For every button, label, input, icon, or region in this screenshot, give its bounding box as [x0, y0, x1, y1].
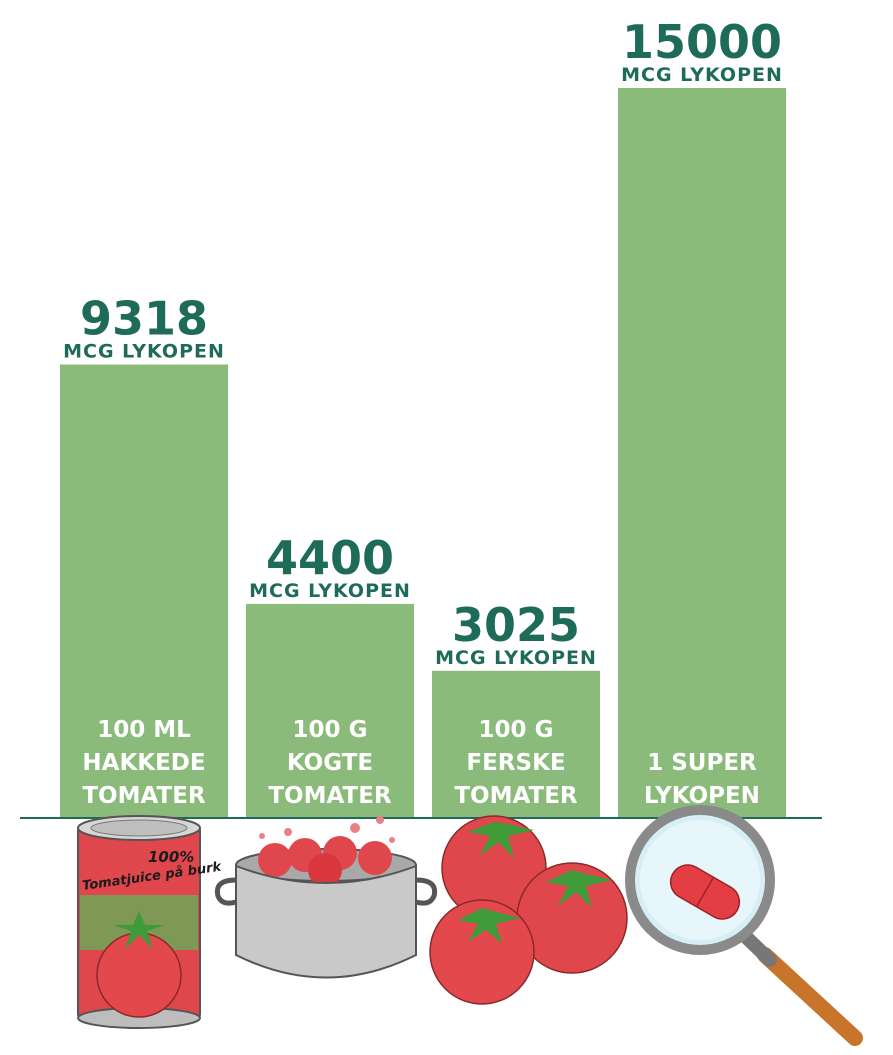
category-label-2-line-1: 100 G [293, 717, 368, 743]
category-label-4-line-1: 1 SUPER [647, 750, 757, 776]
bar-unit-label-4: MCG LYKOPEN [621, 64, 783, 86]
bar-2 [246, 603, 414, 818]
category-label-3-line-1: 100 G [479, 717, 554, 743]
category-label-1-line-3: TOMATER [82, 783, 206, 809]
tomato-juice-can-icon: 100% Tomatjuice på burk [77, 815, 223, 1029]
bar-1 [60, 364, 228, 818]
category-label-4-line-2: LYKOPEN [644, 783, 760, 809]
fresh-tomatoes-icon [429, 815, 628, 1005]
category-label-2-line-2: KOGTE [287, 750, 373, 776]
category-label-2-line-3: TOMATER [268, 783, 392, 809]
category-label-1-line-2: HAKKEDE [82, 750, 205, 776]
bar-unit-label-2: MCG LYKOPEN [249, 580, 411, 602]
category-label-1-line-1: 100 ML [97, 717, 191, 743]
bar-4 [618, 88, 786, 818]
cooking-pot-icon [214, 816, 438, 979]
bar-value-label-2: 4400 [266, 531, 394, 585]
bar-unit-label-3: MCG LYKOPEN [435, 647, 597, 669]
can-label-percent: 100% [148, 848, 194, 866]
bar-unit-label-1: MCG LYKOPEN [63, 341, 225, 363]
category-label-3-line-2: FERSKE [466, 750, 565, 776]
magnifying-glass-capsule-icon [625, 805, 863, 1046]
bar-value-label-4: 15000 [622, 15, 782, 69]
bar-value-label-1: 9318 [80, 292, 208, 346]
bar-3 [432, 670, 600, 818]
category-label-3-line-3: TOMATER [454, 783, 578, 809]
bar-value-label-3: 3025 [452, 598, 580, 652]
